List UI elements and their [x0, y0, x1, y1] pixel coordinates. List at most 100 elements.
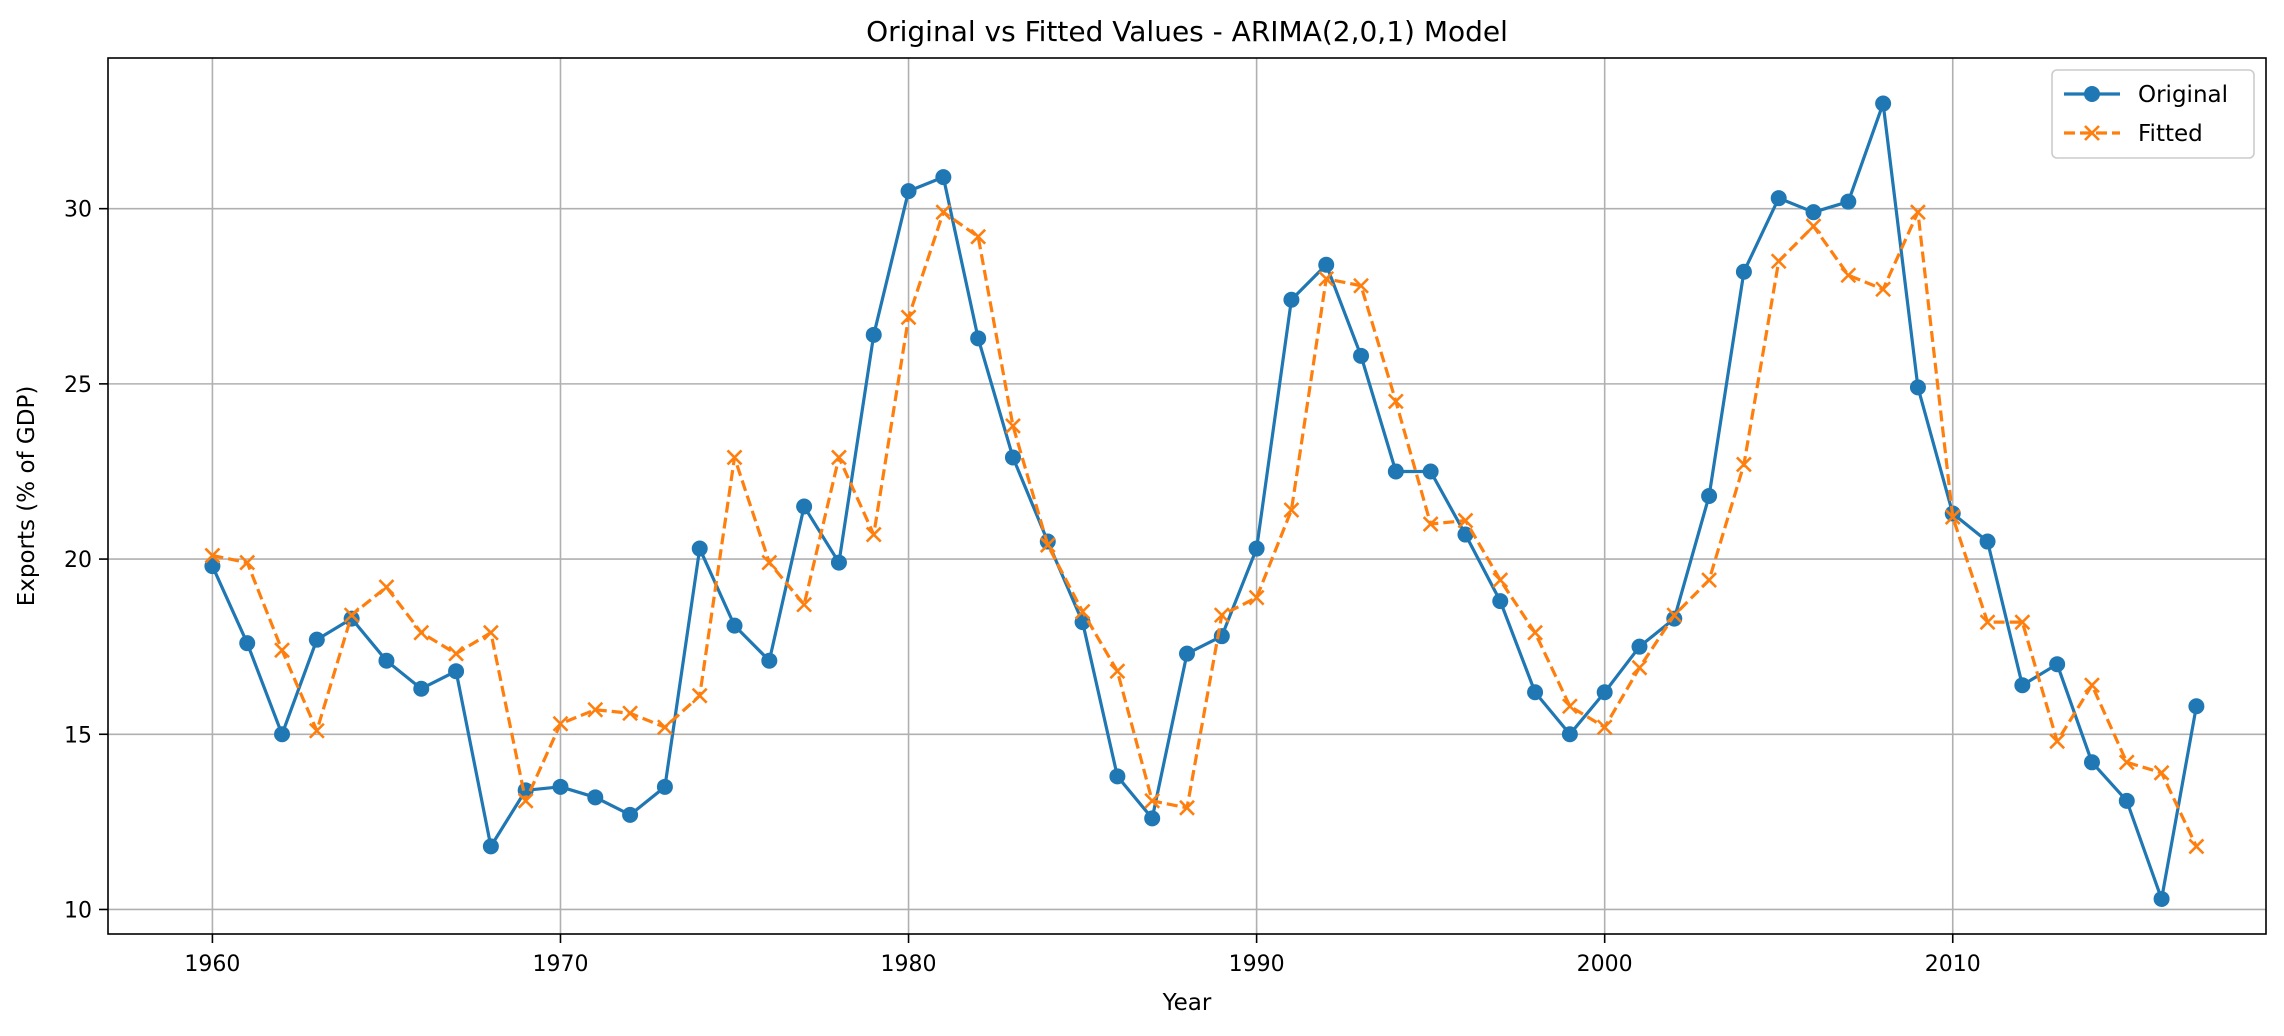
fitted-point	[343, 607, 360, 624]
original-point	[587, 789, 604, 806]
original-point	[2083, 754, 2100, 771]
original-point	[830, 554, 847, 571]
original-point	[1248, 540, 1265, 557]
plot-frame	[107, 57, 2267, 935]
original-point	[308, 631, 325, 648]
original-point	[1701, 488, 1718, 504]
fitted-point	[831, 449, 847, 466]
fitted-point	[970, 228, 987, 245]
original-point	[1735, 263, 1752, 280]
fitted-point	[204, 547, 221, 564]
fitted-point	[2014, 614, 2031, 631]
original-point	[1004, 449, 1021, 466]
original-point	[1596, 684, 1613, 701]
y-axis-label: Exports (% of GDP)	[14, 386, 40, 607]
original-point	[2188, 698, 2205, 715]
original-point	[552, 778, 569, 795]
original-point	[1283, 291, 1300, 308]
fitted-point	[1979, 614, 1996, 631]
original-point	[1840, 193, 1857, 210]
original-point	[2118, 792, 2135, 809]
original-point	[1213, 628, 1230, 645]
fitted-point	[1735, 456, 1752, 473]
original-point	[1387, 463, 1404, 480]
original-point	[1875, 95, 1892, 112]
fitted-point	[1457, 512, 1474, 529]
fitted-point	[2188, 838, 2205, 855]
fitted-point	[1527, 624, 1543, 641]
original-point	[239, 635, 256, 652]
original-point	[378, 652, 395, 669]
original-point	[413, 680, 430, 697]
original-point	[1353, 347, 1370, 364]
original-point	[1144, 810, 1161, 827]
fitted-point	[1875, 281, 1892, 298]
chart-title: Original vs Fitted Values - ARIMA(2,0,1)…	[866, 15, 1508, 48]
original-point	[761, 652, 778, 669]
fitted-point	[761, 554, 778, 571]
original-point	[622, 806, 639, 823]
fitted-point	[308, 722, 325, 739]
fitted-point	[1596, 719, 1613, 736]
original-point	[691, 540, 708, 557]
fitted-point	[935, 204, 952, 221]
fitted-point	[1770, 253, 1787, 270]
fitted-point	[1074, 603, 1091, 620]
fitted-point	[1283, 502, 1300, 518]
original-point	[726, 617, 743, 634]
x-tick-label: 1990	[1229, 952, 1285, 977]
fitted-point	[2118, 754, 2135, 771]
fitted-point	[1387, 393, 1404, 410]
fitted-point	[1109, 663, 1126, 680]
fitted-point	[1805, 218, 1822, 235]
original-point	[935, 169, 952, 186]
x-axis-label: Year	[1162, 990, 1212, 1016]
y-tick-label: 20	[64, 548, 92, 573]
fitted-point	[1631, 659, 1648, 676]
original-point	[1109, 768, 1126, 785]
original-point	[1074, 614, 1091, 631]
original-point	[204, 558, 221, 575]
series-line-original	[210, 101, 2198, 901]
legend-entry-original: Original	[2064, 82, 2228, 108]
fitted-point	[1318, 270, 1335, 287]
original-point	[1492, 593, 1509, 610]
fitted-point	[1248, 589, 1265, 606]
y-axis-ticks: 10 15 20 25 30	[64, 198, 108, 923]
fitted-point	[552, 715, 569, 732]
original-point	[865, 326, 882, 343]
fitted-point	[1561, 698, 1578, 715]
fitted-point	[1353, 277, 1369, 294]
series-fitted	[204, 204, 2205, 855]
x-tick-label: 2000	[1577, 952, 1633, 977]
x-tick-label: 1980	[881, 952, 937, 977]
fitted-point	[726, 449, 743, 466]
fitted-point	[2153, 764, 2170, 781]
legend-label-fitted: Fitted	[2138, 121, 2203, 147]
fitted-point	[1910, 204, 1926, 221]
series-layer	[204, 95, 2205, 907]
fitted-point	[1213, 607, 1230, 624]
fitted-point	[448, 645, 464, 662]
fitted-point	[2049, 733, 2066, 750]
original-point	[2153, 890, 2170, 907]
original-point	[1909, 379, 1926, 396]
fitted-point	[239, 554, 256, 571]
fitted-point	[1144, 792, 1161, 809]
original-point	[796, 498, 813, 515]
fitted-point	[900, 309, 917, 326]
fitted-point	[622, 705, 639, 722]
original-point	[343, 610, 360, 627]
original-point	[1631, 638, 1648, 655]
gridlines	[108, 58, 2266, 934]
fitted-point	[1840, 267, 1857, 284]
original-point	[2084, 86, 2100, 102]
original-point	[448, 663, 465, 680]
fitted-point	[587, 701, 604, 718]
original-point	[1805, 204, 1822, 221]
original-point	[970, 330, 987, 347]
legend-box	[2051, 69, 2255, 159]
series-line-fitted	[212, 210, 2198, 848]
